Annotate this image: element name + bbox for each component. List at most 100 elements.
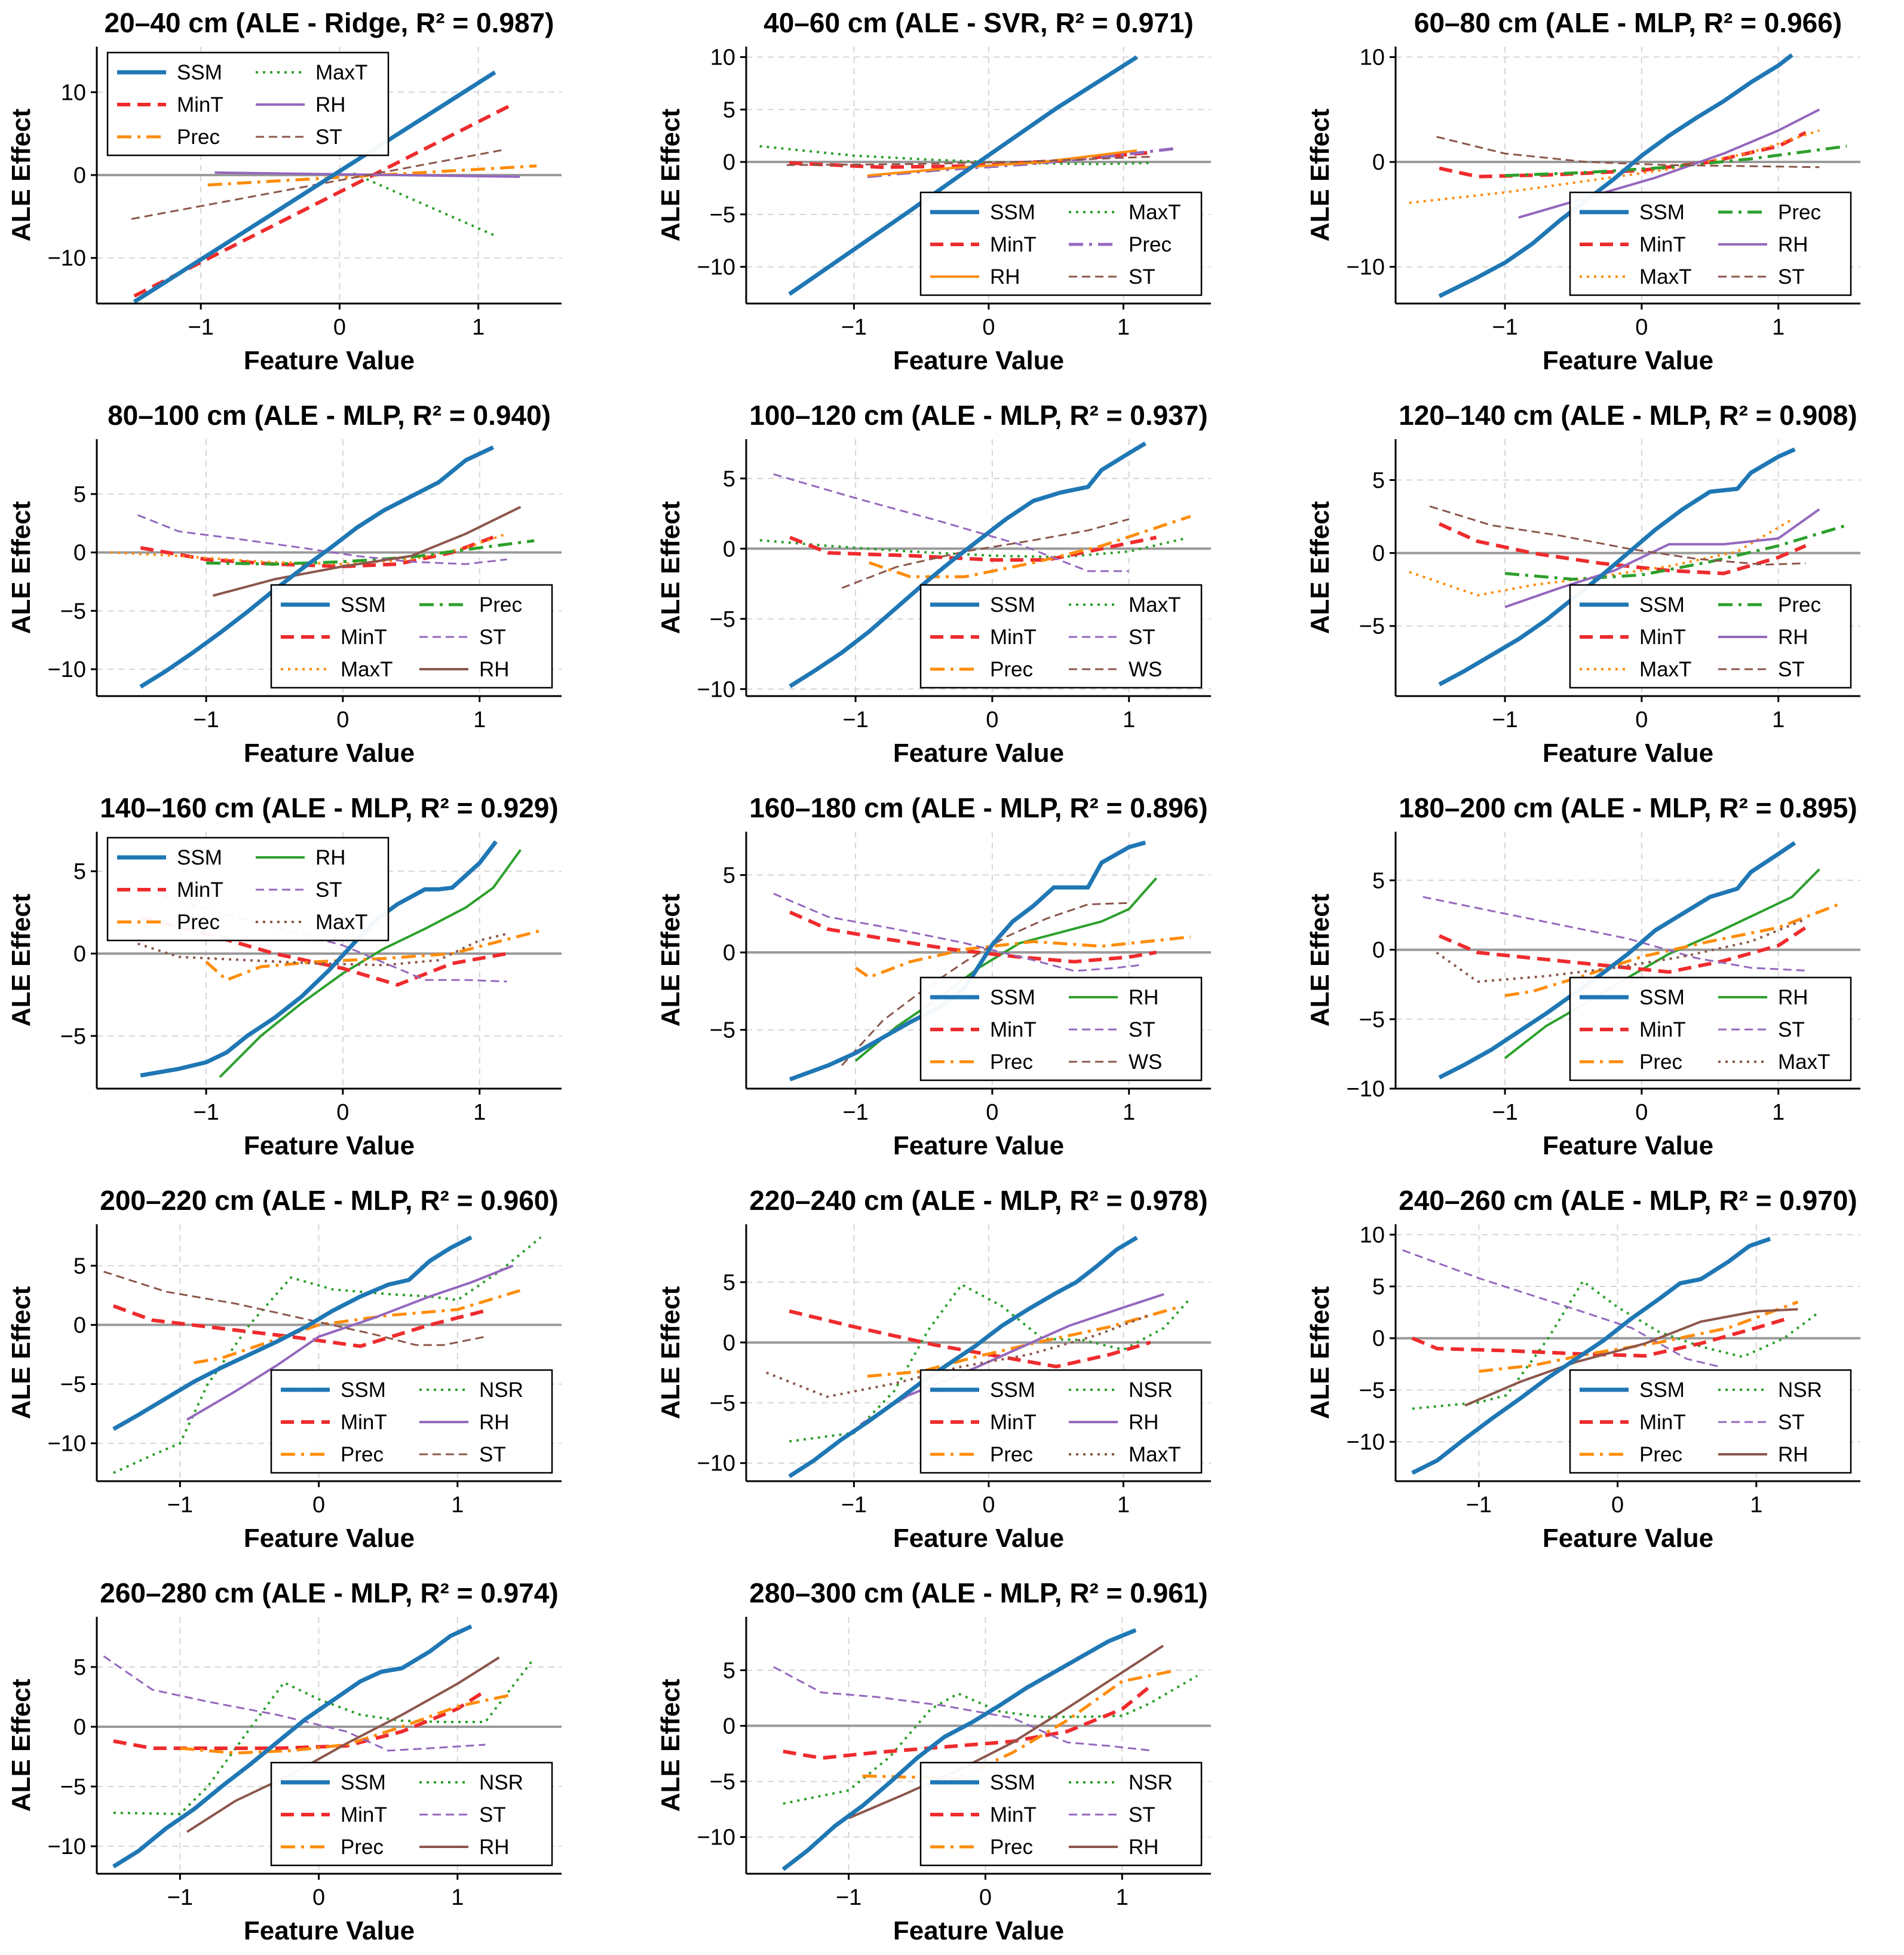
legend-label-prec: Prec xyxy=(1129,233,1172,256)
legend-label-st: ST xyxy=(1129,265,1155,289)
y-tick-label: 0 xyxy=(73,1313,86,1338)
series-line-ssm xyxy=(112,1235,473,1431)
series-line-prec xyxy=(862,1668,1178,1780)
x-tick-label: 1 xyxy=(451,1493,464,1518)
legend-label-rh: RH xyxy=(1778,233,1808,256)
series-line-rh xyxy=(1464,1308,1798,1407)
legend-label-ssm: SSM xyxy=(341,593,386,617)
y-tick-label: 5 xyxy=(723,467,735,492)
x-tick-label: 1 xyxy=(1772,707,1785,733)
series-line-st xyxy=(137,514,507,565)
chart-title: 80–100 cm (ALE - MLP, R² = 0.940) xyxy=(108,400,551,431)
legend: SSM NSR MinT RH Prec ST xyxy=(270,1369,553,1474)
series-line-st xyxy=(786,155,1151,166)
legend-label-mint: MinT xyxy=(990,1803,1037,1827)
series-line-nsr xyxy=(783,1674,1198,1805)
x-tick-label: 0 xyxy=(986,1100,998,1125)
legend-label-mint: MinT xyxy=(990,233,1037,256)
series-line-mint xyxy=(789,535,1157,562)
y-tick-label: −5 xyxy=(60,1372,86,1398)
legend-box xyxy=(1569,584,1852,689)
y-tick-label: 10 xyxy=(1360,1222,1385,1248)
x-axis-label: Feature Value xyxy=(244,346,415,375)
legend-label-mint: MinT xyxy=(990,1018,1037,1041)
legend-label-ssm: SSM xyxy=(1639,1378,1685,1402)
legend: SSM MaxT MinT Prec RH ST xyxy=(919,191,1203,296)
series-line-ssm xyxy=(781,1628,1137,1871)
y-tick-label: −10 xyxy=(1347,1077,1385,1102)
y-axis-label: ALE Effect xyxy=(7,108,36,241)
y-tick-label: −10 xyxy=(697,677,735,702)
chart-panel-1: 40–60 cm (ALE - SVR, R² = 0.971)−1 0 1−10−… xyxy=(656,7,1211,375)
legend-box xyxy=(270,584,553,689)
y-axis-label: ALE Effect xyxy=(1305,501,1335,634)
y-tick-label: −5 xyxy=(710,1391,735,1416)
y-axis-label: ALE Effect xyxy=(1305,893,1335,1026)
series-line-prec xyxy=(194,1289,521,1365)
series-line-ssm xyxy=(133,71,496,304)
legend-label-ssm: SSM xyxy=(1639,986,1685,1009)
series-group xyxy=(773,1628,1198,1871)
series-line-ssm xyxy=(139,445,495,689)
legend-label-maxt: MaxT xyxy=(1129,201,1181,224)
series-group xyxy=(759,441,1191,688)
legend-label-rh: RH xyxy=(1778,626,1808,649)
legend-label-maxt: MaxT xyxy=(1129,593,1181,617)
chart-panel-2: 60–80 cm (ALE - MLP, R² = 0.966)−1 0 1−100… xyxy=(1305,7,1860,375)
legend-label-maxt: MaxT xyxy=(1639,658,1692,681)
legend-label-rh: RH xyxy=(1129,1836,1159,1859)
x-tick-label: 1 xyxy=(472,315,485,340)
chart-title: 260–280 cm (ALE - MLP, R² = 0.974) xyxy=(100,1577,558,1608)
y-tick-label: 0 xyxy=(1372,150,1385,175)
series-line-maxt xyxy=(766,1313,1151,1398)
series-group xyxy=(1402,1236,1820,1475)
chart-panel-3: 80–100 cm (ALE - MLP, R² = 0.940)−1 0 1−10… xyxy=(7,400,562,768)
x-axis-label: Feature Value xyxy=(1543,346,1713,375)
series-line-maxt xyxy=(352,172,496,237)
legend-label-mint: MinT xyxy=(990,626,1037,649)
x-axis-label: Feature Value xyxy=(893,739,1064,768)
y-tick-label: 5 xyxy=(723,863,735,888)
y-tick-label: 5 xyxy=(1372,1274,1385,1300)
x-axis-label: Feature Value xyxy=(244,1524,415,1553)
x-tick-label: 1 xyxy=(1123,1100,1135,1125)
x-tick-label: −1 xyxy=(1492,1100,1517,1125)
chart-title: 100–120 cm (ALE - MLP, R² = 0.937) xyxy=(749,400,1207,431)
legend-label-st: ST xyxy=(479,1803,506,1827)
series-line-maxt xyxy=(1409,129,1820,204)
x-tick-label: 0 xyxy=(312,1885,325,1910)
chart-title: 240–260 cm (ALE - MLP, R² = 0.970) xyxy=(1399,1185,1857,1216)
legend-label-prec: Prec xyxy=(341,1836,384,1859)
chart-panel-8: 180–200 cm (ALE - MLP, R² = 0.895)−1 0 1−1… xyxy=(1305,792,1860,1160)
legend-label-st: ST xyxy=(1129,626,1155,649)
series-line-prec xyxy=(207,164,537,187)
legend-label-nsr: NSR xyxy=(479,1378,523,1402)
chart-title: 120–140 cm (ALE - MLP, R² = 0.908) xyxy=(1399,400,1857,431)
legend: SSM MaxT MinT ST Prec WS xyxy=(919,584,1203,689)
x-tick-label: 1 xyxy=(1116,1885,1129,1910)
chart-panel-6: 140–160 cm (ALE - MLP, R² = 0.929) −1 0 1 −5… xyxy=(7,792,562,1160)
y-tick-label: 5 xyxy=(723,97,735,122)
y-tick-label: 5 xyxy=(73,1655,86,1680)
x-tick-label: 1 xyxy=(473,707,486,733)
series-line-st xyxy=(103,1270,486,1346)
y-tick-label: −5 xyxy=(60,1775,86,1800)
legend: SSM Prec MinT ST MaxT RH xyxy=(270,584,553,689)
x-tick-label: 0 xyxy=(333,315,346,340)
series-line-ws xyxy=(841,518,1130,589)
y-tick-label: −5 xyxy=(710,1018,735,1043)
y-axis-label: ALE Effect xyxy=(1305,108,1335,241)
legend-label-ws: WS xyxy=(1129,1050,1162,1074)
y-tick-label: −10 xyxy=(48,246,86,271)
x-tick-label: 0 xyxy=(1611,1493,1624,1518)
x-tick-label: −1 xyxy=(193,1100,219,1125)
series-line-ssm xyxy=(789,441,1147,688)
chart-title: 180–200 cm (ALE - MLP, R² = 0.895) xyxy=(1399,792,1857,823)
x-tick-label: −1 xyxy=(836,1885,861,1910)
x-tick-label: 0 xyxy=(986,707,998,733)
chart-panel-7: 160–180 cm (ALE - MLP, R² = 0.896) −1 0 1 −5… xyxy=(656,792,1211,1160)
chart-title: 200–220 cm (ALE - MLP, R² = 0.960) xyxy=(100,1185,558,1216)
legend-label-rh: RH xyxy=(1778,1443,1808,1466)
legend-label-rh: RH xyxy=(1129,986,1159,1009)
series-group xyxy=(759,55,1178,296)
